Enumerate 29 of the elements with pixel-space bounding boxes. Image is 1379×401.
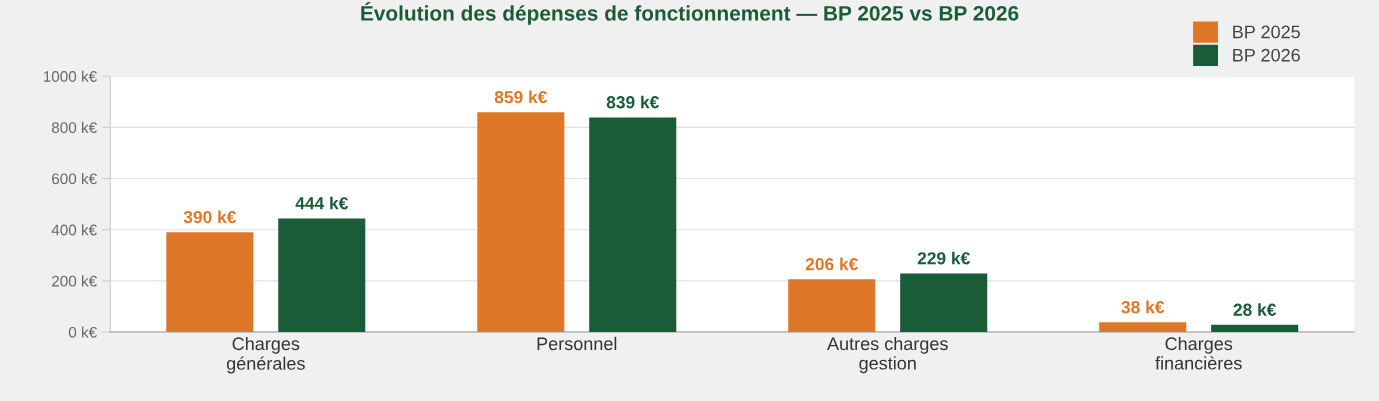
bar — [589, 117, 677, 333]
data-label: 390 k€ — [183, 210, 237, 224]
data-label: 859 k€ — [494, 90, 548, 104]
data-label: 444 k€ — [295, 196, 349, 210]
data-label: 839 k€ — [606, 95, 659, 109]
legend-label: BP 2026 — [1233, 48, 1300, 62]
y-tick-label: 200 k€ — [52, 275, 97, 287]
y-tick-label: 0 k€ — [68, 326, 97, 338]
data-label: 206 k€ — [805, 257, 859, 271]
bar — [900, 273, 988, 333]
chart-title: Évolution des dépenses de fonctionnement — BP 2025 vs BP 2026 — [361, 2, 1019, 25]
x-tick-label: Autres charges gestion — [827, 336, 948, 374]
y-tick-label: 1000 k€ — [43, 70, 97, 82]
bar — [788, 279, 876, 333]
bar — [278, 218, 366, 333]
y-tick-label: 400 k€ — [51, 224, 97, 236]
bar — [166, 232, 254, 333]
data-label: 38 k€ — [1121, 300, 1165, 314]
legend-label: BP 2025 — [1233, 25, 1300, 39]
y-tick-label: 800 k€ — [51, 121, 97, 134]
data-label: 229 k€ — [917, 251, 970, 265]
data-label: 28 k€ — [1233, 303, 1277, 316]
x-tick-label: Charges financières — [1155, 336, 1242, 370]
x-tick-label: Personnel — [537, 336, 617, 351]
bar — [1211, 324, 1299, 333]
bar — [1099, 322, 1187, 333]
y-tick-label: 600 k€ — [52, 172, 97, 185]
bar — [477, 112, 565, 333]
x-tick-label: Charges générales — [226, 336, 305, 374]
